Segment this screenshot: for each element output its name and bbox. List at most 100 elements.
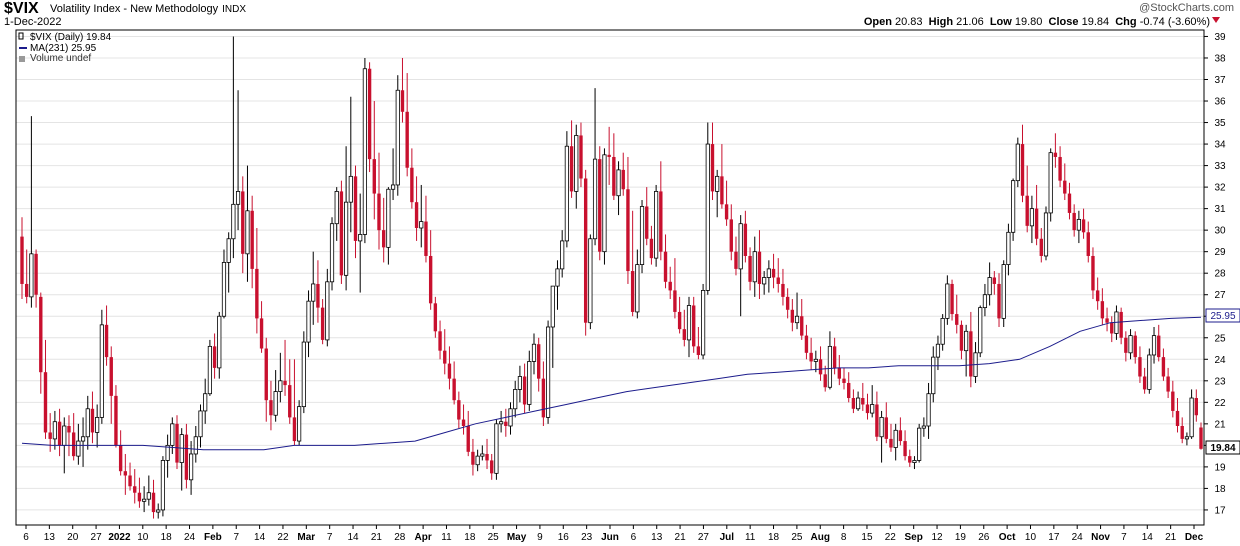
candle-body — [90, 408, 95, 433]
candle-body — [198, 410, 203, 438]
x-tick-label: 27 — [698, 532, 710, 543]
candle-body — [748, 255, 752, 282]
candle-body — [39, 296, 43, 373]
candle-body — [1128, 335, 1133, 354]
candle-body — [926, 393, 931, 427]
candle — [541, 361, 546, 426]
x-tick-label: Nov — [1091, 532, 1110, 543]
candle-body — [235, 191, 241, 205]
candle-body — [959, 324, 964, 351]
x-tick-label: Aug — [811, 532, 830, 543]
candle — [607, 126, 611, 185]
candle-body — [1124, 337, 1128, 353]
candle-body — [579, 135, 583, 179]
candle-body — [1171, 391, 1175, 411]
candle — [241, 176, 245, 274]
candle — [381, 197, 386, 263]
candle-body — [738, 223, 743, 270]
candle-body — [1043, 212, 1049, 257]
candle-body — [386, 188, 391, 248]
candle-body — [395, 89, 400, 186]
candle-body — [583, 178, 588, 323]
candle-body — [607, 154, 611, 157]
candle — [531, 333, 537, 375]
candle-body — [555, 268, 560, 287]
candle — [419, 184, 424, 248]
candle-body — [654, 191, 659, 259]
ma-value-tag: 25.95 — [1205, 308, 1240, 323]
candle-body — [574, 135, 579, 192]
candle — [71, 413, 76, 461]
candle-body — [1105, 318, 1109, 323]
x-tick-label: 10 — [137, 532, 149, 543]
candle-body — [1161, 357, 1166, 377]
candle-body — [1110, 322, 1114, 334]
candle — [1166, 367, 1170, 399]
candle-body — [682, 329, 686, 340]
candle-body — [259, 318, 264, 349]
x-tick-label: Jun — [601, 532, 619, 543]
candle-body — [659, 191, 663, 252]
candle-body — [99, 324, 104, 418]
candle — [1043, 206, 1049, 261]
x-tick-label: 7 — [327, 532, 333, 543]
candle — [813, 350, 818, 373]
candle — [912, 456, 917, 470]
x-tick-label: Feb — [204, 532, 222, 543]
candle — [1001, 260, 1006, 327]
candle — [410, 148, 414, 209]
legend-volume-icon — [19, 56, 25, 62]
candle — [133, 469, 137, 504]
candle-body — [602, 154, 607, 253]
candle-body — [1072, 212, 1076, 231]
candle — [99, 309, 104, 424]
candle-body — [945, 283, 950, 319]
y-tick-label: 38 — [1214, 53, 1226, 64]
candle-body — [1175, 410, 1180, 426]
candle-body — [1086, 232, 1090, 256]
x-tick-label: 23 — [581, 532, 593, 543]
candle — [438, 320, 442, 360]
y-tick-label: 34 — [1214, 140, 1226, 151]
candle — [235, 90, 241, 231]
candle — [668, 266, 672, 300]
candle — [372, 101, 376, 220]
chart-header: $VIX Volatility Index - New Methodology I… — [0, 0, 1240, 30]
candle-body — [1020, 144, 1025, 196]
candle — [537, 337, 541, 392]
candle-body — [104, 324, 109, 358]
candle — [715, 169, 720, 218]
candle — [146, 475, 151, 506]
x-tick-label: 7 — [1121, 532, 1127, 543]
candle-body — [955, 314, 959, 325]
chart-date: 1-Dec-2022 — [4, 16, 62, 28]
candle — [1194, 389, 1198, 422]
candle-body — [1006, 231, 1011, 265]
candle — [203, 378, 208, 424]
candle — [545, 320, 551, 424]
candle — [104, 305, 109, 366]
candle-body — [156, 509, 161, 513]
candle — [1124, 331, 1128, 362]
candle — [499, 410, 504, 433]
candle — [494, 419, 499, 480]
candle-body — [884, 417, 888, 439]
candle — [790, 299, 795, 332]
x-tick-label: 11 — [441, 532, 452, 543]
candle-body — [1166, 376, 1170, 392]
candle — [564, 131, 569, 248]
candle — [1053, 133, 1058, 168]
candle — [865, 393, 870, 420]
brand-label[interactable]: @StockCharts.com — [1139, 2, 1234, 14]
candle — [29, 116, 34, 308]
candle-body — [804, 335, 809, 353]
candle-body — [692, 305, 696, 347]
candle — [447, 346, 452, 390]
candle — [588, 234, 593, 330]
open-label: Open — [863, 16, 892, 28]
candle-body — [818, 359, 823, 375]
candle-body — [1119, 311, 1123, 338]
candle-body — [43, 372, 48, 433]
candle-body — [1100, 301, 1105, 319]
